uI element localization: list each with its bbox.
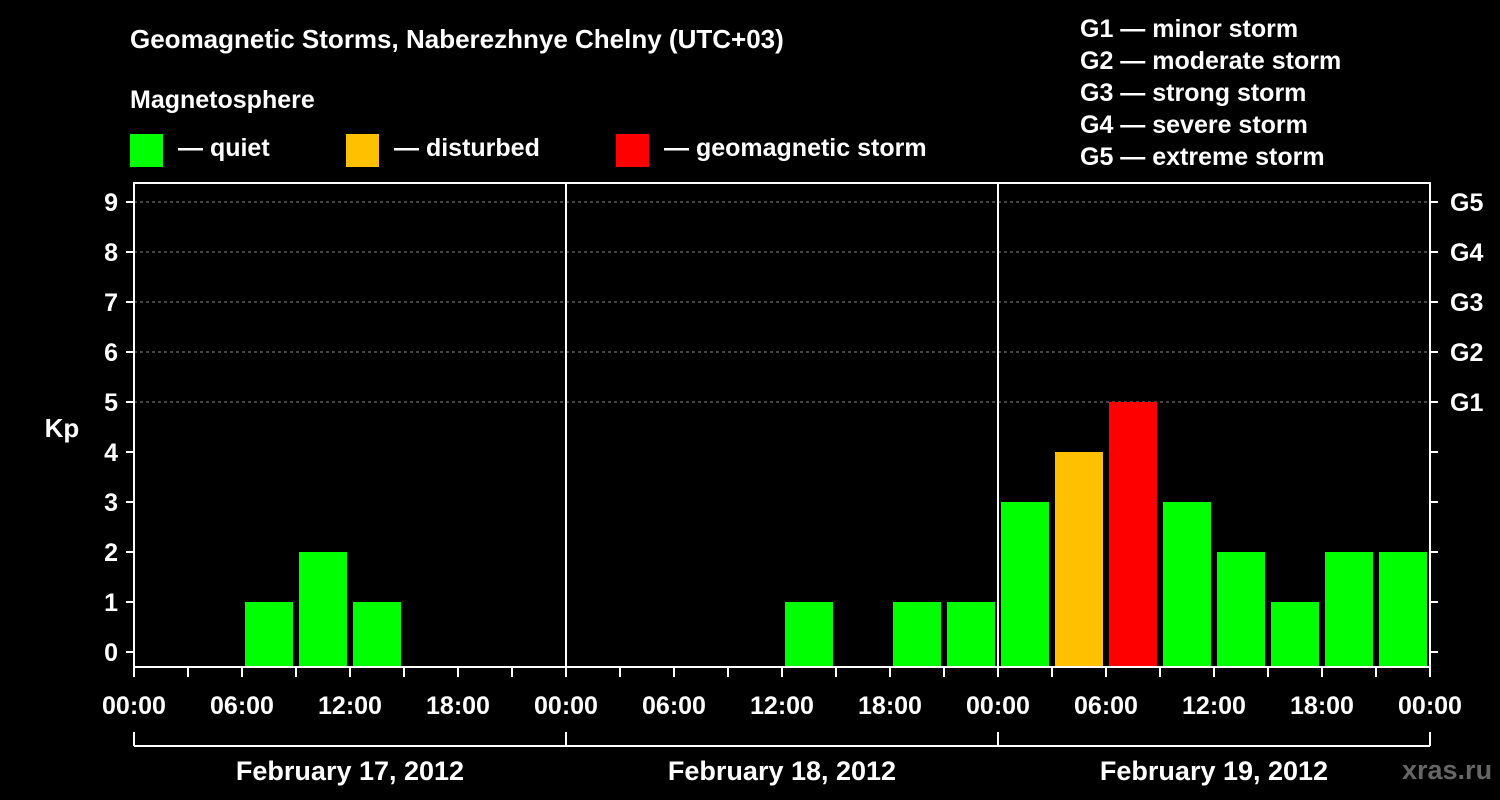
- g-scale-g4: G4 — severe storm: [1080, 111, 1308, 139]
- watermark: xras.ru: [1402, 755, 1493, 785]
- x-tick-label: 12:00: [750, 692, 814, 720]
- kp-bar: [299, 552, 347, 667]
- g-scale-tick-label: G1: [1450, 389, 1483, 417]
- g-scale-g5: G5 — extreme storm: [1080, 143, 1325, 171]
- x-tick-label: 12:00: [1182, 692, 1246, 720]
- y-tick-label: 9: [104, 189, 118, 217]
- x-tick-label: 00:00: [966, 692, 1030, 720]
- g-scale-legend: G1 — minor storm G2 — moderate storm G3 …: [1080, 13, 1341, 173]
- y-tick-label: 4: [104, 439, 118, 467]
- y-tick-label: 0: [104, 639, 118, 667]
- kp-bar: [1325, 552, 1373, 667]
- legend-storm-label: — geomagnetic storm: [664, 134, 927, 162]
- x-tick-label: 06:00: [642, 692, 706, 720]
- y-tick-label: 7: [104, 289, 118, 317]
- g-scale-g2: G2 — moderate storm: [1080, 47, 1342, 75]
- kp-bar: [245, 602, 293, 667]
- magnetosphere-label: Magnetosphere: [130, 86, 315, 114]
- kp-bar: [785, 602, 833, 667]
- x-tick-label: 00:00: [102, 692, 166, 720]
- kp-bar: [893, 602, 941, 667]
- y-tick-label: 2: [104, 539, 118, 567]
- legend-disturbed-swatch: [346, 134, 379, 167]
- y-axis-label: Kp: [45, 413, 80, 443]
- bars: [245, 402, 1427, 667]
- g-scale-tick-label: G5: [1450, 189, 1483, 217]
- kp-bar: [1001, 502, 1049, 667]
- day-label: February 17, 2012: [236, 756, 464, 786]
- x-tick-label: 06:00: [1074, 692, 1138, 720]
- g-scale-g1: G1 — minor storm: [1080, 15, 1299, 43]
- x-tick-label: 12:00: [318, 692, 382, 720]
- g-scale-tick-label: G4: [1450, 239, 1483, 267]
- g-scale-tick-label: G3: [1450, 289, 1483, 317]
- y-tick-label: 5: [104, 389, 118, 417]
- page-title: Geomagnetic Storms, Naberezhnye Chelny (…: [130, 24, 784, 54]
- legend-storm-swatch: [616, 134, 649, 167]
- x-tick-label: 00:00: [1398, 692, 1462, 720]
- x-tick-label: 00:00: [534, 692, 598, 720]
- legend-quiet-swatch: [130, 134, 163, 167]
- g-scale-g3: G3 — strong storm: [1080, 79, 1307, 107]
- x-tick-label: 18:00: [426, 692, 490, 720]
- grid-lines: [134, 201, 1430, 403]
- y-tick-label: 3: [104, 489, 118, 517]
- kp-bar: [1379, 552, 1427, 667]
- y-tick-label: 6: [104, 339, 118, 367]
- x-tick-label: 06:00: [210, 692, 274, 720]
- y-tick-label: 8: [104, 239, 118, 267]
- g-scale-tick-label: G2: [1450, 339, 1483, 367]
- legend-quiet-label: — quiet: [178, 134, 270, 162]
- x-tick-label: 18:00: [858, 692, 922, 720]
- kp-bar: [1217, 552, 1265, 667]
- kp-bar: [353, 602, 401, 667]
- x-tick-label: 18:00: [1290, 692, 1354, 720]
- plot-frame: 0 1 2 3 4 5 6 7 8 9 G1 G2 G3 G4 G5 00:00 06:00 12:00 18:00…: [102, 182, 1483, 786]
- kp-bar: [1109, 402, 1157, 667]
- kp-bar: [1055, 452, 1103, 667]
- kp-bar: [1271, 602, 1319, 667]
- kp-bar: [1163, 502, 1211, 667]
- legend-disturbed-label: — disturbed: [394, 134, 540, 162]
- day-label: February 19, 2012: [1100, 756, 1328, 786]
- kp-bar: [947, 602, 995, 667]
- y-tick-label: 1: [104, 589, 118, 617]
- day-label: February 18, 2012: [668, 756, 896, 786]
